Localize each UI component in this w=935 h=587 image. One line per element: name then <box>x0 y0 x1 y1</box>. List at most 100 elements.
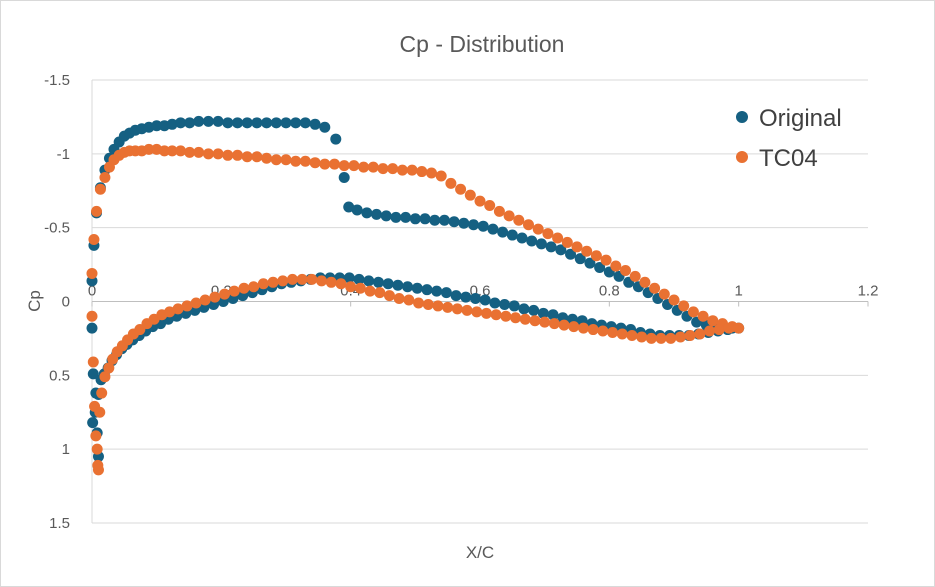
point-original-121 <box>402 281 414 293</box>
point-tc04-150 <box>694 328 706 340</box>
point-original-120 <box>392 279 404 291</box>
point-tc04-41 <box>416 166 428 178</box>
point-original-128 <box>469 293 481 305</box>
point-original-132 <box>508 300 520 312</box>
point-tc04-113 <box>335 278 347 290</box>
y-tick-label: -0.5 <box>44 220 70 237</box>
point-tc04-147 <box>665 332 677 344</box>
legend-marker-original <box>736 111 748 123</box>
point-tc04-111 <box>316 275 328 287</box>
point-tc04-69 <box>687 306 699 318</box>
x-tick-label: 0.8 <box>599 283 620 300</box>
point-original-36 <box>361 207 373 219</box>
point-tc04-68 <box>678 300 690 312</box>
point-tc04-95 <box>164 306 176 318</box>
point-tc04-149 <box>684 329 696 341</box>
point-tc04-19 <box>202 148 214 160</box>
point-tc04-22 <box>232 149 243 161</box>
point-tc04-75 <box>86 310 98 322</box>
point-tc04-146 <box>655 332 667 344</box>
legend-marker-tc04 <box>736 151 748 163</box>
point-tc04-26 <box>270 154 282 166</box>
point-original-19 <box>202 115 214 127</box>
point-original-17 <box>184 117 196 129</box>
point-original-119 <box>382 278 394 290</box>
point-original-21 <box>222 117 234 129</box>
y-tick-label: -1.5 <box>44 72 70 89</box>
point-tc04-121 <box>413 297 425 309</box>
point-original-24 <box>251 117 263 129</box>
point-tc04-133 <box>529 315 541 327</box>
point-original-32 <box>330 133 342 145</box>
point-tc04-129 <box>490 309 502 321</box>
point-tc04-38 <box>387 163 399 175</box>
point-tc04-30 <box>309 157 321 169</box>
point-tc04-54 <box>542 228 554 240</box>
y-axis-title: Cp <box>25 290 44 312</box>
x-axis-title: X/C <box>466 543 494 562</box>
point-tc04-20 <box>212 148 224 160</box>
point-tc04-148 <box>674 331 686 343</box>
point-tc04-137 <box>568 321 580 333</box>
point-tc04-126 <box>461 304 473 316</box>
point-tc04-128 <box>480 307 492 319</box>
point-original-26 <box>270 117 282 129</box>
point-original-123 <box>421 284 433 296</box>
point-tc04-52 <box>523 219 534 231</box>
point-tc04-4 <box>99 171 111 183</box>
y-tick-label: 1 <box>62 441 70 458</box>
point-tc04-76 <box>87 356 99 368</box>
point-tc04-50 <box>503 210 515 222</box>
point-original-54 <box>535 238 547 250</box>
point-tc04-82 <box>94 406 106 418</box>
point-original-53 <box>526 235 538 247</box>
point-original-38 <box>380 210 392 222</box>
point-tc04-66 <box>658 288 670 300</box>
point-original-118 <box>372 276 384 288</box>
point-original-136 <box>547 309 559 321</box>
point-tc04-36 <box>367 161 379 173</box>
point-tc04-67 <box>668 294 680 306</box>
point-tc04-31 <box>319 158 331 170</box>
point-tc04-2 <box>91 205 103 217</box>
point-original-39 <box>390 211 402 223</box>
y-tick-label: 0.5 <box>49 367 70 384</box>
point-tc04-48 <box>484 200 496 212</box>
point-original-127 <box>460 291 472 303</box>
point-tc04-123 <box>432 300 444 312</box>
point-tc04-139 <box>587 324 599 336</box>
point-tc04-33 <box>338 160 350 172</box>
point-tc04-58 <box>581 245 593 257</box>
point-original-116 <box>353 273 365 285</box>
point-original-40 <box>400 211 412 223</box>
point-tc04-35 <box>358 161 370 173</box>
point-tc04-108 <box>286 273 298 285</box>
point-tc04-130 <box>500 310 512 322</box>
point-tc04-136 <box>558 319 570 331</box>
point-tc04-115 <box>354 282 366 294</box>
point-original-31 <box>319 121 331 133</box>
point-tc04-70 <box>697 310 709 322</box>
point-tc04-40 <box>406 164 418 176</box>
point-tc04-64 <box>639 276 651 288</box>
point-tc04-14 <box>158 145 170 157</box>
legend: Original TC04 <box>736 105 842 172</box>
point-original-77 <box>87 368 99 380</box>
data-points <box>86 115 745 476</box>
point-original-47 <box>468 219 480 231</box>
point-tc04-110 <box>306 273 318 285</box>
point-tc04-83 <box>96 387 108 399</box>
x-tick-label: 0 <box>88 283 96 300</box>
point-tc04-135 <box>548 318 560 330</box>
point-original-133 <box>518 303 530 315</box>
point-tc04-37 <box>377 163 389 175</box>
point-tc04-145 <box>645 332 657 344</box>
point-original-34 <box>343 201 355 213</box>
point-tc04-100 <box>209 291 221 303</box>
point-tc04-140 <box>597 325 609 337</box>
point-tc04-53 <box>532 223 544 235</box>
point-tc04-16 <box>175 145 187 157</box>
point-original-20 <box>212 115 224 127</box>
point-tc04-28 <box>290 155 302 167</box>
